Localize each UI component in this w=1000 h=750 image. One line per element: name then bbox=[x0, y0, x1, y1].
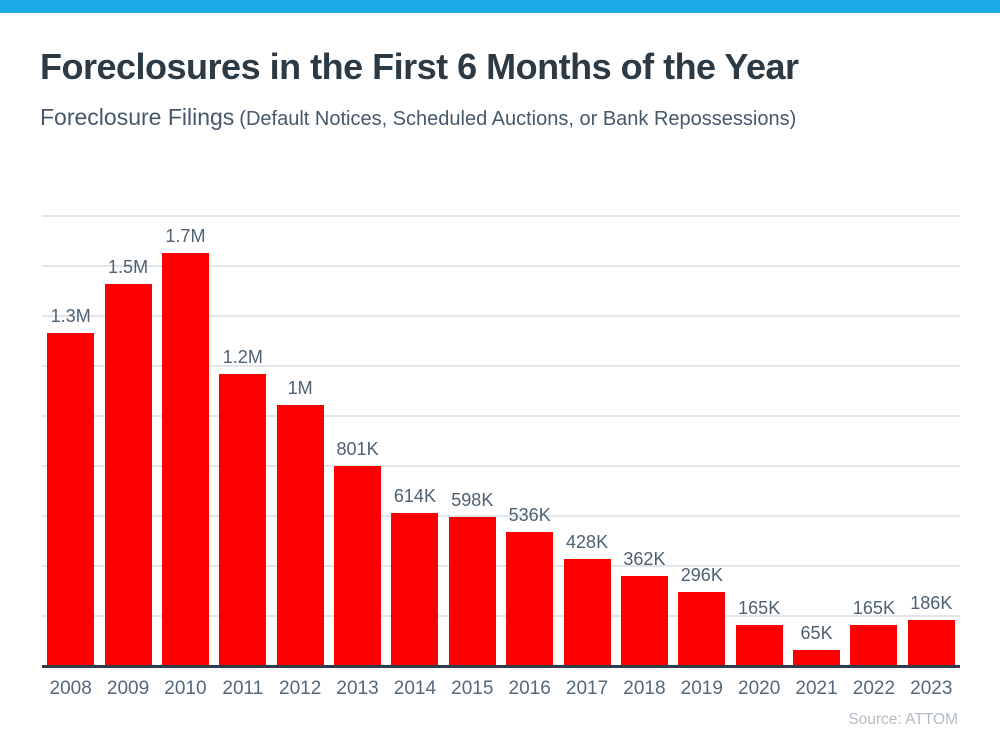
x-tick-label-2019: 2019 bbox=[680, 678, 723, 699]
gridline bbox=[42, 415, 960, 417]
x-tick-label-2021: 2021 bbox=[795, 678, 838, 699]
x-tick-label-2016: 2016 bbox=[508, 678, 551, 699]
bar-value-label-2022: 165K bbox=[852, 597, 895, 618]
x-tick-label-2022: 2022 bbox=[852, 678, 896, 699]
x-tick-label-2010: 2010 bbox=[164, 678, 207, 699]
x-axis-line bbox=[42, 665, 960, 668]
gridline bbox=[42, 465, 960, 467]
x-tick-label-2009: 2009 bbox=[106, 678, 150, 699]
bar-2013 bbox=[334, 465, 382, 666]
bar-2009 bbox=[104, 284, 152, 666]
x-tick-label-2015: 2015 bbox=[451, 678, 494, 699]
bar-value-label-2013: 801K bbox=[336, 438, 379, 459]
gridline bbox=[42, 565, 960, 567]
subtitle-main: Foreclosure Filings bbox=[40, 104, 235, 130]
gridline bbox=[42, 315, 960, 317]
gridline bbox=[42, 215, 960, 217]
gridline bbox=[42, 365, 960, 367]
bar-value-label-2019: 296K bbox=[680, 565, 723, 585]
bar-value-label-2015: 598K bbox=[451, 489, 494, 510]
bar-2021 bbox=[793, 649, 841, 666]
bar-2014 bbox=[391, 512, 439, 666]
source-attribution: Source: ATTOM bbox=[848, 711, 958, 728]
bar-2019 bbox=[678, 592, 726, 666]
bar-2017 bbox=[563, 559, 611, 666]
bar-2008 bbox=[47, 333, 95, 666]
x-tick-label-2017: 2017 bbox=[565, 678, 609, 699]
x-tick-label-2012: 2012 bbox=[279, 678, 322, 699]
x-tick-label-2020: 2020 bbox=[738, 678, 781, 699]
bar-value-label-2008: 1.3M bbox=[50, 306, 91, 326]
bar-2023 bbox=[907, 619, 955, 666]
bar-2010 bbox=[161, 252, 209, 666]
gridline bbox=[42, 265, 960, 267]
bar-value-label-2017: 428K bbox=[566, 532, 609, 552]
bar-value-label-2011: 1.2M bbox=[222, 346, 263, 367]
bar-2016 bbox=[506, 532, 554, 666]
bar-2018 bbox=[620, 575, 668, 666]
bar-value-label-2016: 536K bbox=[508, 505, 551, 525]
bar-2015 bbox=[448, 516, 496, 666]
bar-value-label-2023: 186K bbox=[910, 592, 953, 613]
bar-2011 bbox=[219, 373, 267, 666]
bar-value-label-2021: 65K bbox=[800, 622, 833, 643]
bar-value-label-2018: 362K bbox=[623, 548, 666, 569]
gridline bbox=[42, 615, 960, 617]
bar-value-label-2012: 1M bbox=[287, 377, 313, 398]
top-accent-bar bbox=[0, 0, 1000, 13]
x-tick-label-2023: 2023 bbox=[910, 678, 953, 699]
subtitle-detail: (Default Notices, Scheduled Auctions, or… bbox=[239, 108, 797, 130]
x-tick-label-2013: 2013 bbox=[336, 678, 379, 699]
x-tick-label-2018: 2018 bbox=[623, 678, 666, 699]
page-title: Foreclosures in the First 6 Months of th… bbox=[40, 46, 799, 87]
bar-2022 bbox=[850, 624, 898, 666]
bar-value-label-2020: 165K bbox=[738, 597, 781, 618]
bar-2012 bbox=[276, 404, 324, 666]
bar-2020 bbox=[735, 624, 783, 666]
x-tick-label-2011: 2011 bbox=[222, 678, 264, 699]
x-tick-label-2014: 2014 bbox=[393, 678, 437, 699]
bar-value-label-2014: 614K bbox=[393, 485, 436, 506]
bar-value-label-2009: 1.5M bbox=[108, 257, 149, 277]
x-tick-label-2008: 2008 bbox=[49, 678, 92, 699]
bar-value-label-2010: 1.7M bbox=[165, 225, 206, 246]
gridline bbox=[42, 515, 960, 517]
chart-subtitle: Foreclosure Filings (Default Notices, Sch… bbox=[40, 104, 796, 131]
